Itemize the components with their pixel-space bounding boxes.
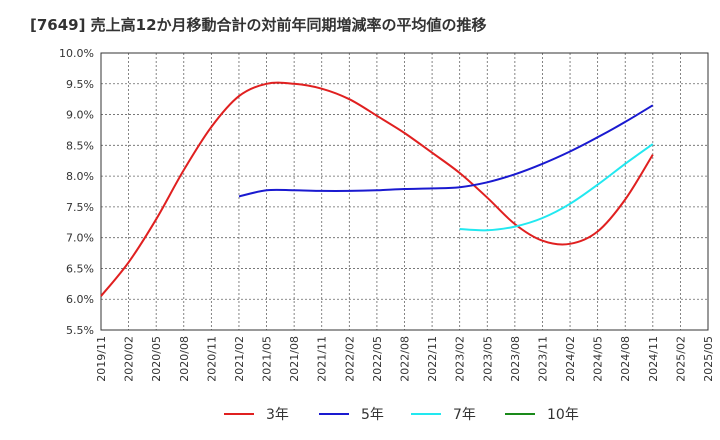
- series-lines: [100, 81, 654, 297]
- y-tick-label: 6.5%: [66, 262, 94, 275]
- y-tick-label: 8.5%: [66, 139, 94, 152]
- x-tick-label: 2021/11: [316, 336, 329, 382]
- x-tick-label: 2021/02: [233, 336, 246, 382]
- x-axis-ticks: 2019/11 2020/02 2020/05 2020/08 2020/11 2021/…: [95, 336, 715, 382]
- plot-frame: [100, 52, 709, 331]
- y-tick-label: 7.5%: [66, 201, 94, 214]
- x-tick-label: 2024/05: [592, 336, 605, 382]
- x-tick-label: 2024/02: [564, 336, 577, 382]
- series-line-3年: [100, 81, 654, 297]
- plot-border: [100, 52, 709, 331]
- series-line-7年: [459, 143, 654, 232]
- y-axis-ticks: 10.0% 9.5% 9.0% 8.5% 8.0% 7.5% 7.0% 6.5% 6.0% 5.5…: [59, 47, 94, 337]
- legend-label: 3年: [266, 407, 289, 423]
- x-tick-label: 2023/08: [509, 336, 522, 382]
- x-tick-label: 2023/11: [536, 336, 549, 382]
- y-tick-label: 6.0%: [66, 293, 94, 306]
- x-tick-label: 2022/08: [399, 336, 412, 382]
- y-tick-label: 9.5%: [66, 78, 94, 91]
- legend-label: 5年: [361, 407, 384, 423]
- grid: [100, 52, 709, 331]
- x-tick-label: 2023/02: [454, 336, 467, 382]
- series-line-5年: [238, 104, 654, 198]
- y-tick-label: 10.0%: [59, 47, 94, 60]
- y-tick-label: 8.0%: [66, 170, 94, 183]
- x-tick-label: 2019/11: [95, 336, 108, 382]
- x-tick-label: 2020/08: [178, 336, 191, 382]
- x-tick-label: 2024/11: [647, 336, 660, 382]
- x-tick-label: 2022/02: [343, 336, 356, 382]
- x-tick-label: 2021/05: [261, 336, 274, 382]
- x-tick-label: 2025/05: [702, 336, 715, 382]
- legend-label: 7年: [453, 407, 476, 423]
- legend-label: 10年: [547, 407, 579, 423]
- x-tick-label: 2020/11: [205, 336, 218, 382]
- x-tick-label: 2024/08: [619, 336, 632, 382]
- y-tick-label: 7.0%: [66, 232, 94, 245]
- legend: 3年 5年 7年 10年: [224, 407, 579, 423]
- x-tick-label: 2020/02: [123, 336, 136, 382]
- x-tick-label: 2022/05: [371, 336, 384, 382]
- chart-title: [7649] 売上高12か月移動合計の対前年同期増減率の平均値の推移: [30, 16, 487, 34]
- x-tick-label: 2023/05: [481, 336, 494, 382]
- x-tick-label: 2022/11: [426, 336, 439, 382]
- x-tick-label: 2025/02: [674, 336, 687, 382]
- y-tick-label: 9.0%: [66, 109, 94, 122]
- y-tick-label: 5.5%: [66, 324, 94, 337]
- x-tick-label: 2020/05: [150, 336, 163, 382]
- x-tick-label: 2021/08: [288, 336, 301, 382]
